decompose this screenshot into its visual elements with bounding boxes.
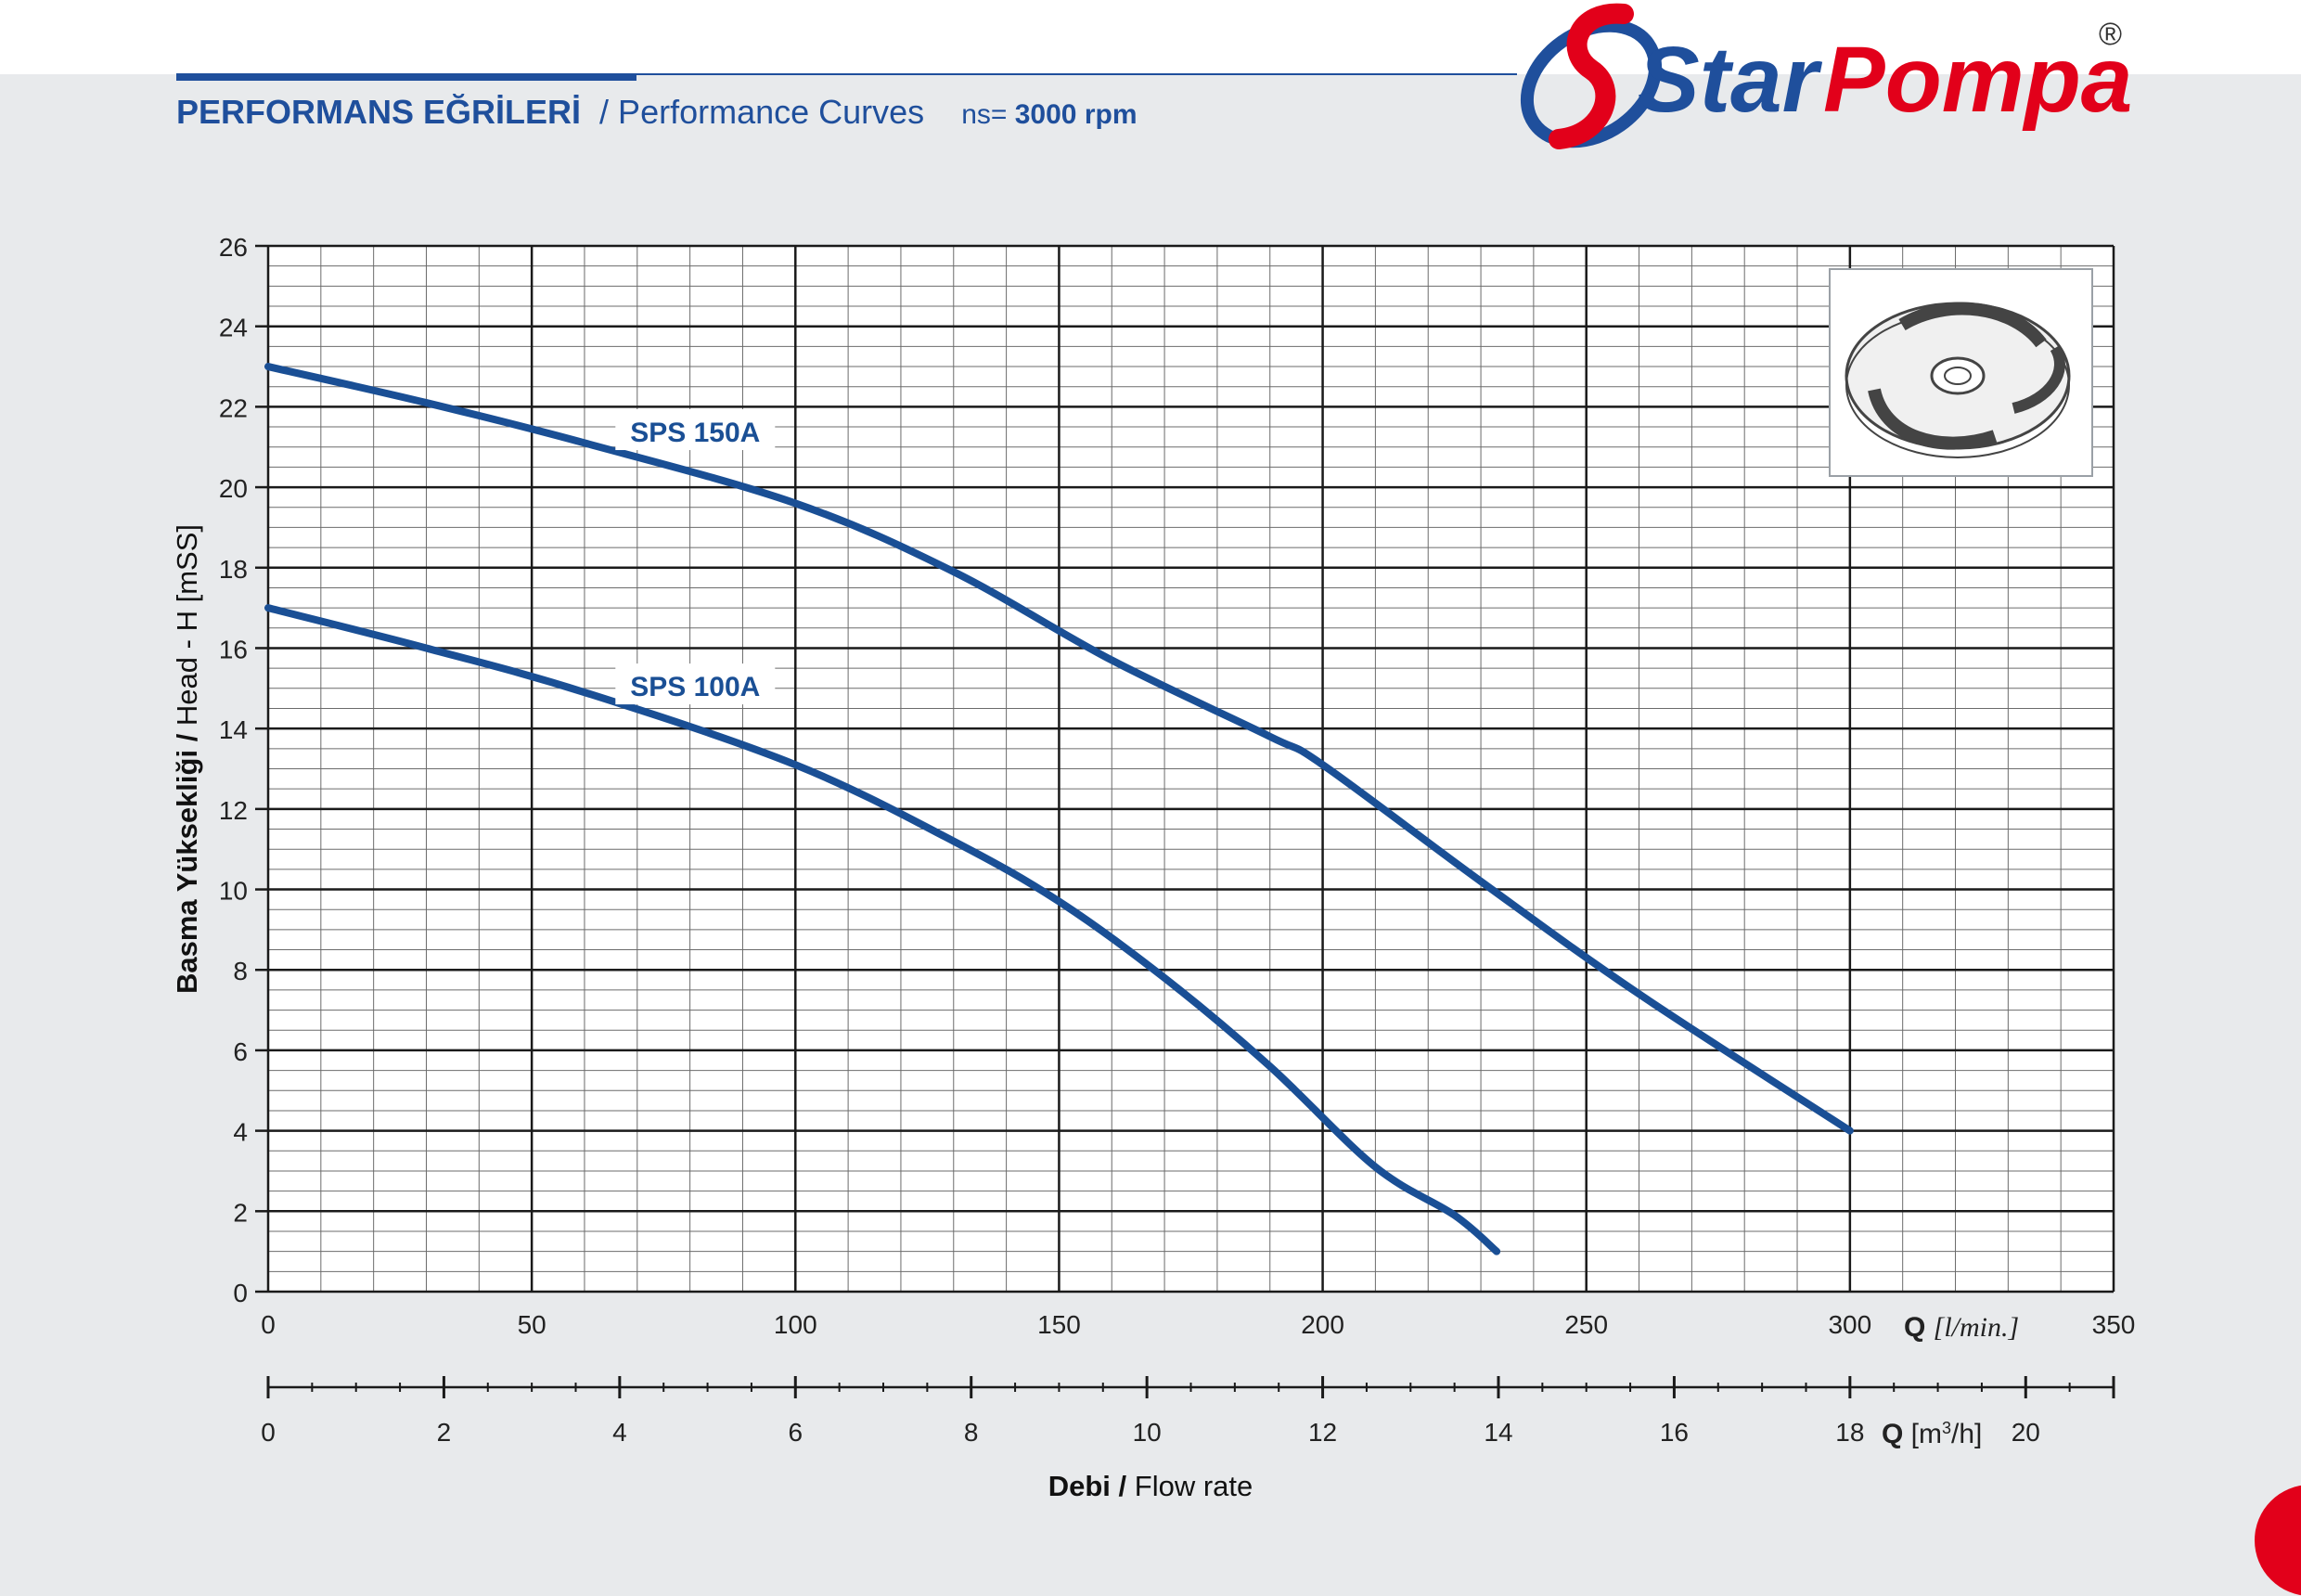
x2-tick-label: 18: [1835, 1418, 1864, 1447]
x2-unit-post: /h]: [1951, 1419, 1982, 1449]
logo-s-icon: [1549, 3, 1634, 149]
logo-swoosh-icon: [1520, 19, 1663, 148]
y-tick-label: 4: [233, 1118, 248, 1147]
x-tick-label: 300: [1828, 1310, 1871, 1339]
speed-value: 3000 rpm: [1014, 99, 1138, 130]
y-tick-label: 16: [219, 635, 248, 663]
x-axis-title-rest: Flow rate: [1126, 1470, 1253, 1502]
y-tick-label: 10: [219, 877, 248, 906]
x-unit-lmin: [l/min.]: [1934, 1312, 2020, 1343]
y-tick-label: 12: [219, 796, 248, 825]
x2-tick-label: 10: [1133, 1418, 1162, 1447]
page-title: PERFORMANS EĞRİLERİ / Performance Curves…: [176, 93, 1138, 132]
y-tick-label: 24: [219, 314, 248, 342]
y-tick-label: 0: [233, 1279, 248, 1307]
x-tick-label: 150: [1037, 1310, 1081, 1339]
x2-unit-q: Q: [1882, 1419, 1911, 1449]
impeller-vane-icon: [2012, 344, 2065, 414]
x-axis-title: Debi / Flow rate: [1048, 1470, 1253, 1502]
impeller-thumbnail: [1829, 268, 2093, 477]
x2-unit-pre: [m: [1911, 1419, 1942, 1449]
x-tick-label: 0: [261, 1310, 276, 1339]
logo-star-text: Star: [1638, 28, 1823, 132]
x-tick-label: 350: [2092, 1310, 2136, 1339]
y-axis-title-rest: Head - H [mSS]: [171, 524, 203, 734]
curves-layer: [264, 363, 1854, 1255]
y-axis-title: Basma Yüksekliği / Head - H [mSS]: [171, 524, 203, 994]
x2-unit-sup: 3: [1942, 1419, 1951, 1437]
curve-sps-150a: [264, 363, 1854, 1135]
x2-tick-label: 20: [2012, 1418, 2040, 1447]
header-rule: [176, 73, 1517, 75]
y-axis-title-bold: Basma Yüksekliği /: [171, 733, 203, 994]
y-tick-label: 6: [233, 1037, 248, 1066]
y-tick-label: 14: [219, 715, 248, 744]
brand-logo: Star Pompa ®: [1520, 3, 2132, 149]
curve-sps-100a: [264, 604, 1501, 1255]
y-tick-label: 8: [233, 957, 248, 985]
x2-tick-label: 0: [261, 1418, 276, 1447]
header-band: [0, 0, 2301, 74]
logo-pompa-text: Pompa: [1823, 28, 2132, 132]
y-tick-label: 22: [219, 393, 248, 422]
x-tick-label: 50: [518, 1310, 546, 1339]
title-turkish: PERFORMANS EĞRİLERİ: [176, 93, 582, 131]
x2-unit-label: Q [m3/h]: [1882, 1419, 1982, 1449]
y-tick-label: 20: [219, 474, 248, 503]
series-label: SPS 100A: [630, 672, 760, 702]
x-tick-label: 250: [1564, 1310, 1608, 1339]
series-label-bg: [615, 409, 776, 451]
x-unit-label: Q [l/min.]: [1904, 1312, 2019, 1343]
series-label: SPS 150A: [630, 418, 760, 448]
x2-tick-label: 14: [1484, 1418, 1512, 1447]
y-tick-label: 26: [219, 233, 248, 262]
x2-tick-label: 6: [788, 1418, 803, 1447]
x-unit-q: Q: [1904, 1312, 1934, 1343]
x2-tick-label: 16: [1660, 1418, 1689, 1447]
x-tick-label: 100: [774, 1310, 817, 1339]
y-tick-label: 2: [233, 1198, 248, 1227]
speed-label: ns= 3000 rpm: [961, 99, 1137, 130]
impeller-vane-icon: [1868, 388, 1998, 450]
x-tick-label: 200: [1301, 1310, 1344, 1339]
x-axis-title-bold: Debi /: [1048, 1470, 1127, 1502]
y-tick-label: 18: [219, 555, 248, 584]
series-label-bg: [615, 663, 776, 705]
x2-tick-label: 4: [612, 1418, 627, 1447]
x2-tick-label: 2: [437, 1418, 452, 1447]
header-rule-accent: [176, 74, 636, 81]
impeller-bore-icon: [1944, 367, 1972, 385]
registered-mark: ®: [2099, 17, 2122, 52]
x2-tick-label: 12: [1308, 1418, 1337, 1447]
impeller-vane-icon: [1898, 302, 2047, 348]
x2-tick-label: 8: [964, 1418, 979, 1447]
speed-prefix: ns=: [961, 99, 1008, 130]
title-english: / Performance Curves: [599, 93, 925, 131]
